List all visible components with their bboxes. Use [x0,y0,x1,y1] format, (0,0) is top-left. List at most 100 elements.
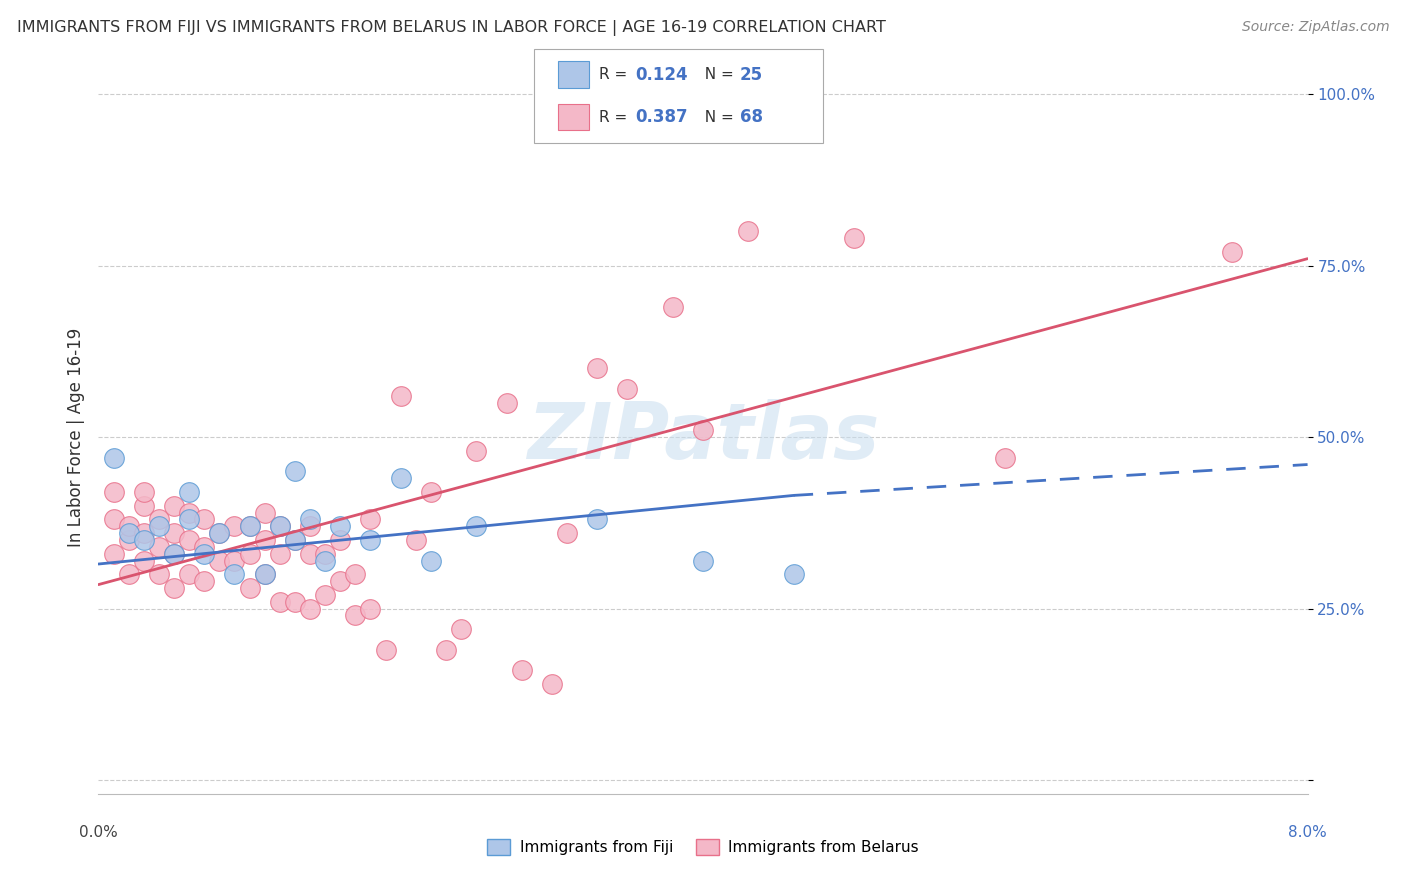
Point [103,512,125,526]
Point [450,622,472,636]
Point [239,581,262,595]
Point [193,540,215,554]
Point [179,533,201,547]
Point [118,533,141,547]
Point [163,547,186,561]
Y-axis label: In Labor Force | Age 16-19: In Labor Force | Age 16-19 [66,327,84,547]
Point [253,567,276,582]
Point [103,450,125,465]
Point [434,642,457,657]
Point [360,512,382,526]
Point [661,300,683,314]
Point [132,526,155,541]
Point [132,485,155,500]
Point [208,526,231,541]
Point [555,526,578,541]
Point [163,547,186,561]
Point [540,677,562,691]
Point [253,533,276,547]
Point [224,519,246,533]
Point [253,567,276,582]
Point [118,519,141,533]
Point [118,526,141,541]
Point [179,485,201,500]
Text: ZIPatlas: ZIPatlas [527,399,879,475]
Point [844,231,866,245]
Point [163,581,186,595]
Point [239,547,262,561]
Point [586,361,609,376]
Point [1220,244,1243,259]
Point [269,519,291,533]
Point [193,547,215,561]
Point [179,567,201,582]
Point [405,533,427,547]
Point [224,553,246,567]
Text: 0.0%: 0.0% [79,825,118,840]
Text: 0.124: 0.124 [636,66,688,84]
Point [163,526,186,541]
Text: N =: N = [695,67,738,82]
Point [179,512,201,526]
Point [586,512,609,526]
Point [360,533,382,547]
Point [299,519,322,533]
Point [737,224,759,238]
Point [208,526,231,541]
Point [314,547,336,561]
Point [329,519,352,533]
Point [420,553,443,567]
Point [284,533,307,547]
Point [465,519,488,533]
Point [360,601,382,615]
Point [344,608,367,623]
Text: R =: R = [599,67,633,82]
Point [783,567,806,582]
Point [344,567,367,582]
Point [284,464,307,478]
Point [269,519,291,533]
Point [224,567,246,582]
Point [314,553,336,567]
Point [148,512,170,526]
Point [389,471,412,485]
Point [299,601,322,615]
Text: 8.0%: 8.0% [1288,825,1327,840]
Point [510,664,533,678]
Point [253,506,276,520]
Point [208,553,231,567]
Point [103,547,125,561]
Point [269,595,291,609]
Point [118,567,141,582]
Point [299,547,322,561]
Point [465,443,488,458]
Text: N =: N = [695,110,738,125]
Point [692,423,714,437]
Point [389,389,412,403]
Text: Source: ZipAtlas.com: Source: ZipAtlas.com [1241,20,1389,34]
Point [148,567,170,582]
Point [329,533,352,547]
Point [284,595,307,609]
Text: IMMIGRANTS FROM FIJI VS IMMIGRANTS FROM BELARUS IN LABOR FORCE | AGE 16-19 CORRE: IMMIGRANTS FROM FIJI VS IMMIGRANTS FROM … [17,20,886,36]
Point [374,642,396,657]
Point [148,519,170,533]
Point [420,485,443,500]
Point [314,588,336,602]
Point [132,499,155,513]
Point [148,540,170,554]
Point [692,553,714,567]
Point [103,485,125,500]
Point [239,519,262,533]
Point [616,382,638,396]
Point [994,450,1017,465]
Point [163,499,186,513]
Point [329,574,352,589]
Text: 68: 68 [740,108,762,126]
Point [193,574,215,589]
Point [179,506,201,520]
Legend: Immigrants from Fiji, Immigrants from Belarus: Immigrants from Fiji, Immigrants from Be… [481,833,925,861]
Point [193,512,215,526]
Point [299,512,322,526]
Point [132,533,155,547]
